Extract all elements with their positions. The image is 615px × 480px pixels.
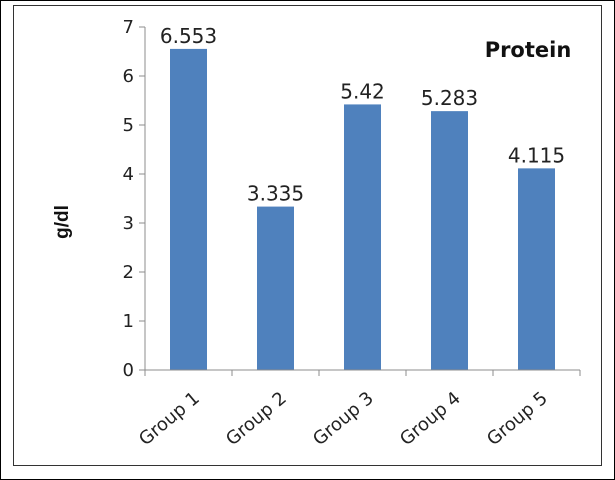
y-axis: 0 1 2 3 4 5 6 7 (123, 17, 146, 381)
data-label-1: 6.553 (160, 24, 217, 48)
y-tick-label: 0 (123, 360, 134, 381)
bar-2 (257, 206, 294, 370)
data-label-2: 3.335 (247, 182, 304, 206)
bar-5 (518, 168, 555, 370)
chart-title: Protein (485, 38, 572, 62)
bar-3 (344, 104, 381, 371)
data-label-5: 4.115 (508, 143, 565, 167)
data-label-3: 5.42 (340, 79, 385, 103)
y-tick-label: 1 (123, 311, 134, 332)
bar-1 (170, 48, 207, 370)
chart-frame (13, 5, 602, 466)
y-tick-label: 6 (123, 66, 134, 87)
y-tick-label: 2 (123, 262, 134, 283)
bars-group (170, 48, 555, 371)
data-labels-group: 6.553 3.335 5.42 5.283 4.115 (160, 24, 565, 206)
bar-4 (431, 111, 468, 371)
y-tick-label: 4 (123, 164, 134, 185)
y-tick-label: 5 (123, 115, 134, 136)
y-axis-title: g/dl (52, 205, 73, 239)
y-tick-label: 7 (123, 17, 134, 38)
y-tick-label: 3 (123, 213, 134, 234)
data-label-4: 5.283 (421, 86, 478, 110)
